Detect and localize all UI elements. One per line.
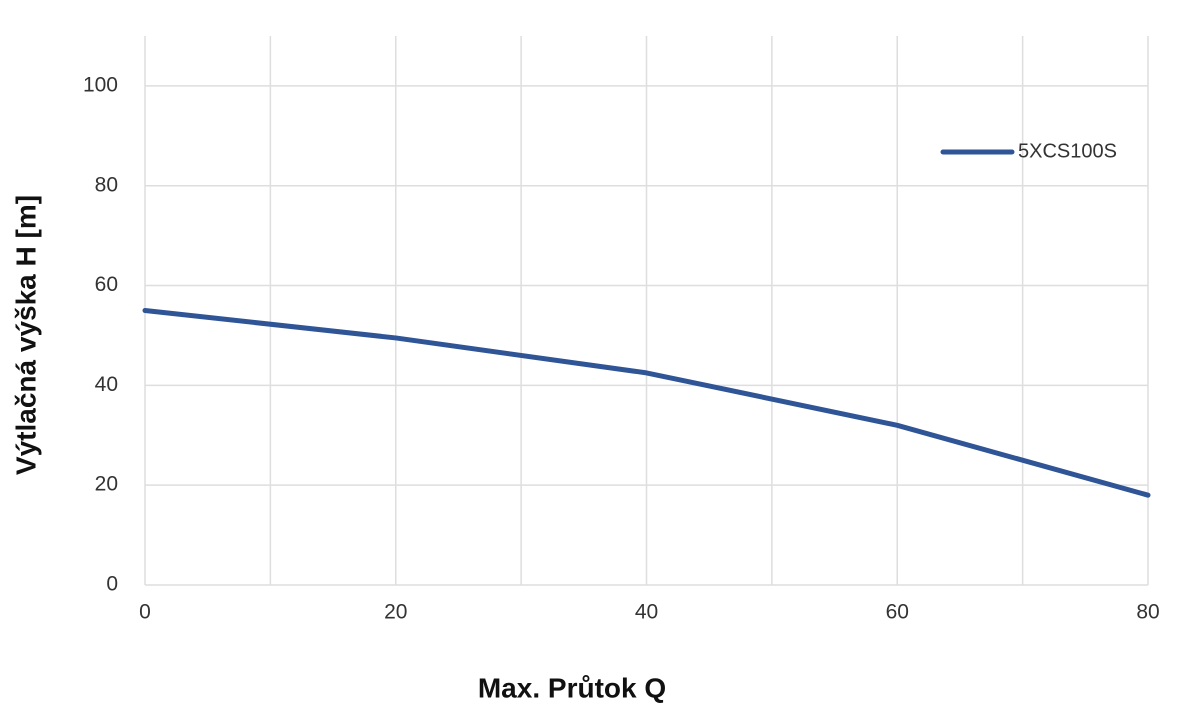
y-tick-label: 100 [83, 73, 118, 96]
x-tick-label: 60 [886, 601, 909, 624]
x-tick-label: 0 [139, 601, 151, 624]
legend-label: 5XCS100S [1018, 140, 1117, 162]
y-tick-label: 0 [106, 573, 118, 596]
y-tick-label: 20 [95, 473, 118, 496]
y-tick-label: 60 [95, 273, 118, 296]
x-axis-title: Max. Průtok Q [478, 672, 666, 703]
x-tick-label: 80 [1136, 601, 1159, 624]
data-line [142, 308, 1151, 498]
y-axis-title: Výtlačná výška H [m] [10, 195, 41, 475]
x-tick-label: 40 [635, 601, 658, 624]
x-tick-label: 20 [384, 601, 407, 624]
y-tick-label: 40 [95, 373, 118, 396]
y-tick-label: 80 [95, 173, 118, 196]
